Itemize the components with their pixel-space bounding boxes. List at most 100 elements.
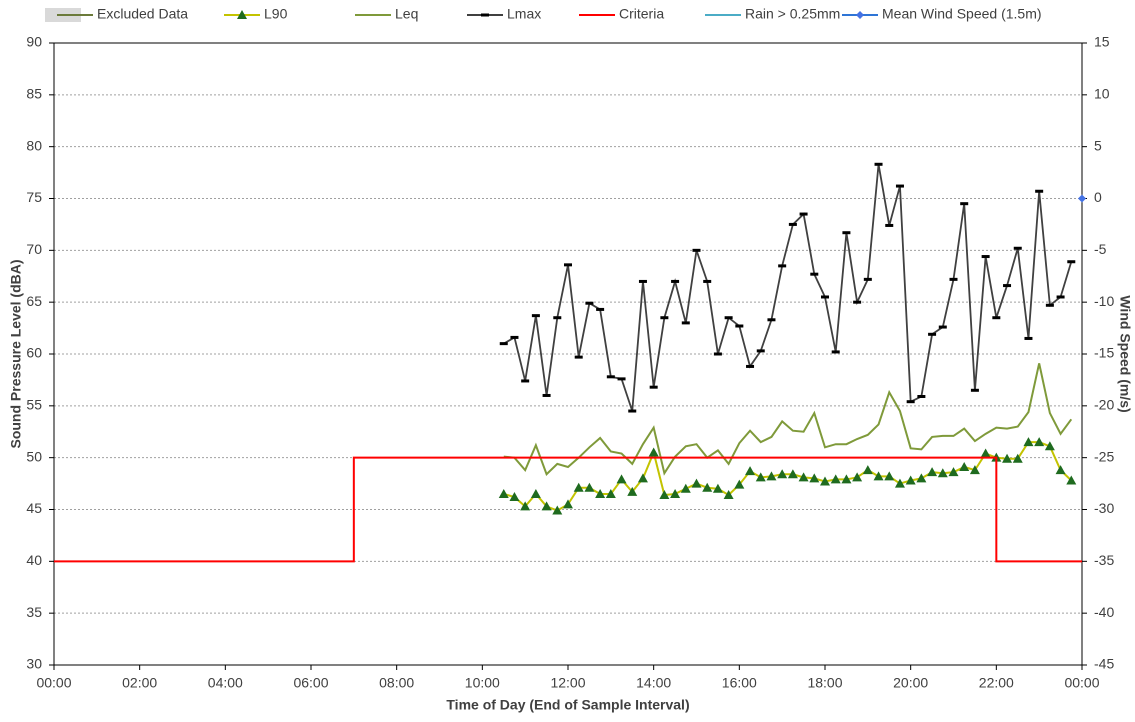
marker — [671, 279, 680, 283]
marker — [660, 316, 669, 320]
marker — [691, 478, 702, 488]
marker — [756, 349, 765, 353]
marker — [916, 473, 927, 483]
marker — [659, 489, 670, 499]
y2-tick-label: -20 — [1094, 397, 1114, 413]
x-axis-title: Time of Day (End of Sample Interval) — [446, 697, 689, 713]
marker — [960, 202, 969, 206]
marker — [552, 505, 563, 515]
y-tick-label: 70 — [26, 241, 42, 257]
y2-tick-label: -45 — [1094, 656, 1114, 672]
marker — [521, 379, 530, 383]
marker — [1044, 441, 1055, 451]
y-tick-label: 35 — [26, 604, 42, 620]
marker — [841, 474, 852, 484]
y-tick-label: 75 — [26, 189, 42, 205]
marker — [649, 385, 658, 389]
y-tick-label: 30 — [26, 656, 42, 672]
x-tick-label: 14:00 — [636, 675, 671, 691]
legend-marker — [237, 10, 247, 19]
marker — [1078, 194, 1086, 203]
marker — [852, 472, 863, 482]
marker — [1024, 336, 1033, 340]
marker — [584, 482, 595, 492]
marker — [980, 448, 991, 458]
marker — [1045, 303, 1054, 307]
marker — [874, 162, 883, 166]
marker — [1023, 437, 1034, 447]
y2-tick-label: -30 — [1094, 500, 1114, 516]
y-tick-label: 90 — [26, 34, 42, 50]
marker — [1012, 453, 1023, 463]
marker — [894, 478, 905, 488]
y2-tick-label: -15 — [1094, 345, 1114, 361]
legend-marker — [856, 11, 864, 19]
y2-tick-label: 0 — [1094, 189, 1102, 205]
marker — [702, 482, 713, 492]
y-tick-label: 50 — [26, 448, 42, 464]
legend-label: Leq — [395, 6, 418, 22]
x-tick-label: 16:00 — [722, 675, 757, 691]
marker — [670, 488, 681, 498]
y-tick-label: 40 — [26, 552, 42, 568]
marker — [788, 222, 797, 226]
marker — [617, 377, 626, 381]
marker — [585, 301, 594, 305]
marker — [862, 465, 873, 475]
marker — [574, 355, 583, 359]
marker — [1034, 437, 1045, 447]
y2-tick-label: -25 — [1094, 448, 1114, 464]
legend-marker — [481, 13, 489, 17]
marker — [927, 467, 938, 477]
x-tick-label: 12:00 — [550, 675, 585, 691]
series-line — [503, 363, 1073, 477]
x-tick-label: 00:00 — [1064, 675, 1099, 691]
marker — [713, 352, 722, 356]
marker — [573, 482, 584, 492]
marker — [830, 474, 841, 484]
marker — [767, 318, 776, 322]
y2-tick-label: -35 — [1094, 552, 1114, 568]
marker — [755, 472, 766, 482]
marker — [1002, 453, 1013, 463]
marker — [564, 263, 572, 267]
legend-label: Excluded Data — [97, 6, 188, 22]
marker — [616, 474, 627, 484]
marker — [692, 248, 701, 252]
marker — [553, 316, 562, 320]
y2-tick-label: -5 — [1094, 241, 1107, 257]
marker — [1035, 189, 1044, 193]
marker — [628, 409, 637, 413]
marker — [777, 469, 788, 479]
marker — [595, 488, 606, 498]
marker — [873, 471, 884, 481]
marker — [735, 324, 744, 328]
marker — [798, 472, 809, 482]
x-tick-label: 02:00 — [122, 675, 157, 691]
marker — [969, 465, 980, 475]
marker — [1067, 260, 1076, 264]
marker — [627, 486, 638, 496]
marker — [820, 476, 830, 486]
marker — [681, 321, 690, 325]
marker — [992, 316, 1001, 320]
marker — [1013, 246, 1022, 250]
marker — [745, 466, 756, 476]
marker — [917, 395, 926, 399]
marker — [724, 316, 733, 320]
marker — [778, 264, 787, 268]
marker — [563, 499, 573, 509]
marker — [606, 375, 615, 379]
y2-tick-label: 10 — [1094, 86, 1110, 102]
marker — [637, 473, 648, 483]
marker — [928, 332, 937, 336]
marker — [680, 483, 691, 493]
marker — [863, 277, 872, 281]
marker — [734, 479, 745, 489]
plot-area — [53, 42, 1083, 666]
marker — [821, 295, 829, 299]
y2-axis-title: Wind Speed (m/s) — [1117, 295, 1133, 412]
x-tick-label: 00:00 — [36, 675, 71, 691]
marker — [981, 255, 990, 259]
marker — [787, 469, 798, 479]
